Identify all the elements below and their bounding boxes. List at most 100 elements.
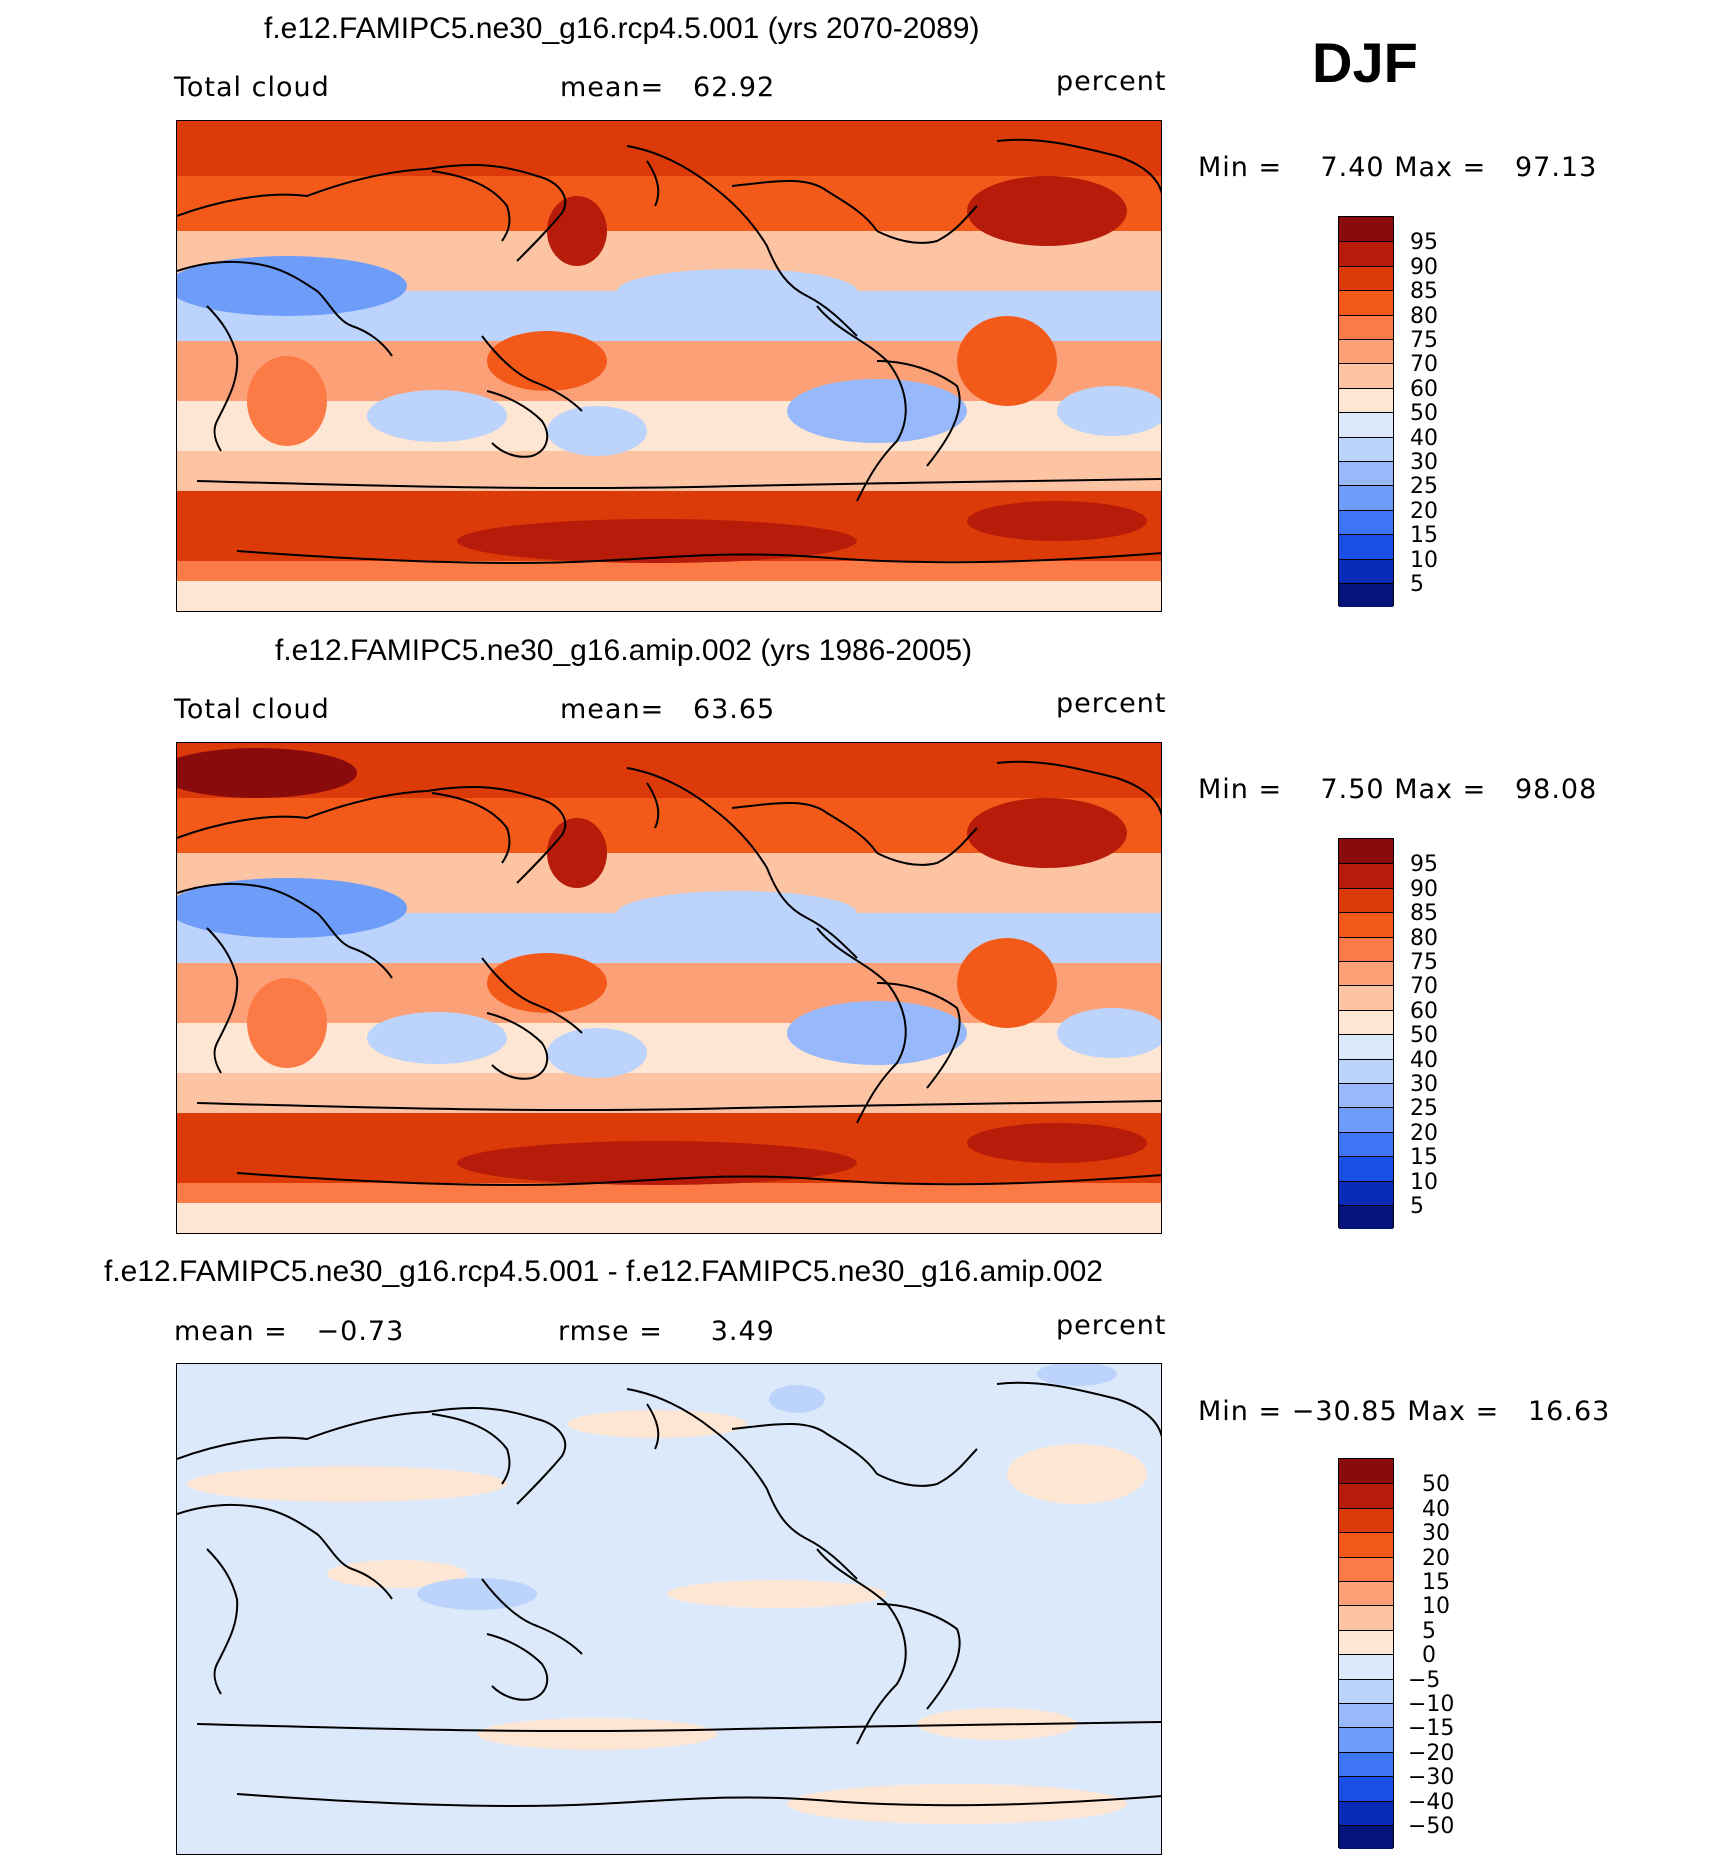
colorbar-tick-label: 70 <box>1410 352 1438 378</box>
colorbar-tick-label: 40 <box>1410 425 1438 451</box>
colorbar-tick-label: 5 <box>1410 572 1424 597</box>
contour-low-cloud-region <box>1057 386 1161 436</box>
panel-2-map <box>176 742 1162 1234</box>
colorbar-tick-label: 60 <box>1410 376 1438 402</box>
colorbar-swatch <box>1339 1751 1393 1777</box>
colorbar-tick-label: 90 <box>1410 254 1438 280</box>
colorbar-swatch <box>1339 461 1393 486</box>
panel-2-mean-label: mean= 63.65 <box>560 694 776 725</box>
colorbar-swatch <box>1339 583 1393 608</box>
panel-3-title: f.e12.FAMIPC5.ne30_g16.rcp4.5.001 - f.e1… <box>104 1255 1103 1288</box>
contour-low-cloud-region <box>177 878 407 938</box>
colorbar-swatch <box>1339 1107 1393 1132</box>
coastline <box>816 1548 907 1745</box>
coastline <box>236 1172 1161 1186</box>
contour-band <box>177 1203 1161 1233</box>
colorbar-swatch <box>1339 936 1393 961</box>
colorbar-swatch <box>1339 1507 1393 1533</box>
contour-low-cloud-region <box>367 1012 507 1064</box>
coastline <box>996 138 1161 195</box>
coastline <box>876 205 978 244</box>
contour-band <box>177 1364 1161 1854</box>
colorbar-swatch <box>1339 509 1393 535</box>
colorbar-swatch <box>1339 1131 1393 1157</box>
colorbar-swatch <box>1339 241 1393 266</box>
colorbar-swatch <box>1339 485 1393 510</box>
panel-1-max-value: 97.13 <box>1514 152 1598 183</box>
panel-1-variable-label: Total cloud <box>174 72 330 103</box>
coastline <box>236 550 1161 564</box>
coastline <box>646 160 660 207</box>
colorbar-swatch <box>1339 839 1393 864</box>
colorbar-box <box>1338 216 1394 608</box>
coastline <box>731 1423 878 1475</box>
colorbar-swatch <box>1339 314 1393 339</box>
coastline <box>876 1448 978 1487</box>
contour-high-cloud-region <box>247 978 327 1068</box>
panel-1-minmax: Min = 7.40 Max = 97.13 <box>1198 152 1597 183</box>
contour-positive-anomaly <box>667 1580 887 1608</box>
colorbar-tick-label: 30 <box>1410 1072 1438 1097</box>
colorbar-tick-label: −15 <box>1408 1716 1455 1742</box>
colorbar-tick-label: 30 <box>1410 450 1438 475</box>
coastline <box>236 1793 1161 1807</box>
contour-high-cloud-region <box>967 176 1127 246</box>
colorbar-swatch <box>1339 1459 1393 1484</box>
coastline <box>196 1100 1161 1112</box>
panel-1-units-label: percent <box>1056 66 1167 97</box>
panel-1-min-label: Min = <box>1198 152 1283 183</box>
coastline <box>646 782 660 829</box>
panel-3-rmse-label: rmse = 3.49 <box>558 1316 775 1347</box>
coastline <box>486 1012 549 1080</box>
colorbar-swatch <box>1339 1556 1393 1581</box>
colorbar-tick-label: 25 <box>1410 474 1438 500</box>
colorbar-swatch <box>1339 1800 1393 1825</box>
coastline <box>177 882 393 979</box>
colorbar-swatch <box>1339 217 1393 242</box>
contour-high-cloud-region <box>957 938 1057 1028</box>
colorbar-swatch <box>1339 412 1393 437</box>
panel-3-min-value: −30.85 <box>1291 1396 1398 1427</box>
coastline <box>731 802 878 854</box>
coastline <box>486 390 549 458</box>
colorbar-swatch <box>1339 863 1393 888</box>
panel-2-max-label: Max = <box>1394 774 1487 805</box>
colorbar-tick-label: 80 <box>1410 303 1438 329</box>
coastline <box>431 792 511 864</box>
contour-band <box>177 401 1161 451</box>
colorbar-swatch <box>1339 1629 1393 1655</box>
colorbar-tick-label: 15 <box>1422 1570 1450 1595</box>
colorbar-swatch <box>1339 1034 1393 1059</box>
coastline <box>177 164 567 262</box>
contour-positive-anomaly <box>477 1718 717 1750</box>
colorbar-tick-label: 95 <box>1410 852 1438 878</box>
colorbar-tick-label: 15 <box>1410 523 1438 549</box>
coastline <box>481 335 583 412</box>
colorbar-tick-label: −10 <box>1408 1692 1455 1717</box>
contour-low-cloud-region <box>617 269 857 313</box>
colorbar-swatch <box>1339 1156 1393 1181</box>
contour-positive-anomaly <box>187 1466 507 1502</box>
colorbar-swatch <box>1339 1180 1393 1205</box>
contour-band <box>177 1023 1161 1073</box>
contour-band <box>177 561 1161 581</box>
colorbar-box <box>1338 1458 1394 1850</box>
colorbar-swatch <box>1339 1083 1393 1108</box>
contour-low-cloud-region <box>1057 1008 1161 1058</box>
colorbar-swatch <box>1339 1058 1393 1083</box>
contour-low-cloud-region <box>787 379 967 443</box>
contour-high-cloud-region <box>247 356 327 446</box>
panel-1-min-value: 7.40 <box>1320 152 1385 183</box>
panel-2-max-value: 98.08 <box>1514 774 1598 805</box>
colorbar-tick-label: 85 <box>1410 901 1438 927</box>
colorbar-swatch <box>1339 1776 1393 1801</box>
coastline <box>196 1721 1161 1733</box>
colorbar-tick-label: 95 <box>1410 230 1438 256</box>
coastline <box>177 1503 393 1600</box>
colorbar-tick-label: −50 <box>1408 1814 1455 1839</box>
colorbar-swatch <box>1339 534 1393 559</box>
coastline <box>177 1407 567 1505</box>
colorbar-swatch <box>1339 436 1393 461</box>
coastline <box>206 1548 239 1695</box>
colorbar-swatch <box>1339 387 1393 413</box>
